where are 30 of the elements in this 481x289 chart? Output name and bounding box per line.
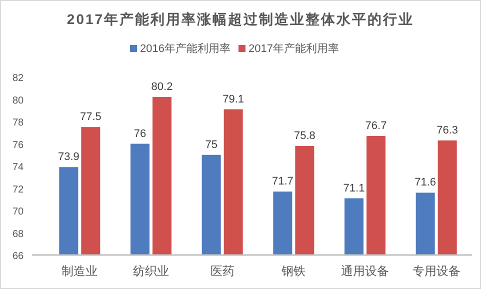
x-tick-label: 专用设备 xyxy=(412,264,460,278)
x-tick-label: 纺织业 xyxy=(133,264,169,278)
data-label: 71.1 xyxy=(343,182,365,194)
x-tick-label: 制造业 xyxy=(62,264,98,278)
x-tick-label: 钢铁 xyxy=(280,264,306,278)
legend-label: 2016年产能利用率 xyxy=(140,42,230,55)
legend-label: 2017年产能利用率 xyxy=(248,42,339,55)
y-tick-label: 66 xyxy=(12,251,24,262)
y-tick-label: 82 xyxy=(12,73,24,84)
data-label: 79.1 xyxy=(222,93,244,106)
y-tick-label: 76 xyxy=(12,140,24,151)
data-label: 76 xyxy=(134,128,146,140)
data-label: 80.2 xyxy=(151,81,173,94)
y-tick-label: 68 xyxy=(12,228,24,240)
x-tick-label: 医药 xyxy=(210,264,234,278)
y-tick-label: 74 xyxy=(12,162,24,173)
data-label: 71.6 xyxy=(414,176,436,189)
y-tick-label: 70 xyxy=(12,206,24,218)
y-tick-label: 72 xyxy=(12,184,24,196)
data-label: 76.3 xyxy=(436,124,458,136)
data-label: 75.8 xyxy=(294,130,316,142)
data-label: 77.5 xyxy=(80,111,102,124)
data-label: 71.7 xyxy=(272,176,294,188)
data-label: 75 xyxy=(205,138,218,151)
chart-title: 2017年产能利用率涨幅超过制造业整体水平的行业 xyxy=(66,11,414,27)
y-tick-label: 78 xyxy=(12,118,24,128)
data-label: 73.9 xyxy=(58,151,80,164)
x-tick-label: 通用设备 xyxy=(341,264,389,278)
y-tick-label: 80 xyxy=(12,95,24,106)
data-label: 76.7 xyxy=(365,120,387,132)
